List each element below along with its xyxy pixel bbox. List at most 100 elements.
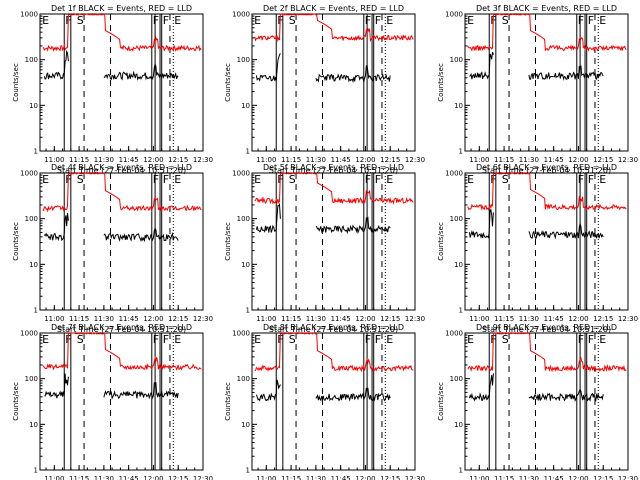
x-tick-label: 12:30 [405, 475, 425, 480]
x-tick-label: 12:15 [593, 315, 613, 323]
x-tick-label: 11:30 [306, 475, 326, 480]
x-tick-label: 11:15 [281, 156, 301, 164]
interval-marker: E [386, 173, 393, 186]
x-tick-label: 11:45 [331, 156, 351, 164]
y-axis-label: Counts/sec [224, 382, 232, 421]
interval-marker: F [365, 14, 371, 27]
series-lld-line [42, 332, 202, 371]
x-tick-label: 11:30 [94, 475, 114, 480]
interval-marker: E [42, 173, 49, 186]
x-tick-label: 11:45 [544, 475, 564, 480]
interval-marker: E [174, 14, 181, 27]
y-axis-label: Counts/sec [224, 63, 232, 102]
x-tick-label: 11:45 [119, 156, 139, 164]
interval-marker: E [42, 14, 49, 27]
panel-title: Det 4f BLACK = Events, RED = LLD [51, 163, 192, 172]
y-axis-label: Counts/sec [12, 63, 20, 102]
y-tick-label: 10 [241, 261, 250, 269]
y-tick-label: 100 [237, 375, 250, 383]
x-tick-label: 11:30 [306, 315, 326, 323]
interval-marker: F [375, 333, 381, 346]
y-tick-label: 10 [454, 261, 463, 269]
interval-marker: S [289, 333, 296, 346]
interval-marker: E [386, 14, 393, 27]
x-tick-label: 11:15 [494, 156, 514, 164]
y-tick-label: 1 [459, 307, 463, 315]
interval-marker: S [289, 173, 296, 186]
series-events-line [44, 373, 69, 399]
interval-marker: F [375, 14, 381, 27]
interval-marker: E [467, 173, 474, 186]
x-tick-label: 11:45 [119, 315, 139, 323]
series-events-line [528, 221, 604, 240]
y-tick-label: 1 [459, 148, 463, 156]
x-tick-label: 12:00 [143, 475, 163, 480]
x-axis-label: Start Time (27-Feb-04 10:51:20) [57, 325, 186, 334]
x-tick-label: 11:30 [519, 156, 539, 164]
x-tick-label: 12:30 [405, 156, 425, 164]
x-tick-label: 12:15 [593, 156, 613, 164]
x-tick-label: 11:15 [494, 475, 514, 480]
interval-marker: E [467, 14, 474, 27]
x-tick-label: 12:00 [355, 475, 375, 480]
series-events-line [315, 64, 391, 84]
series-events-line [255, 379, 281, 402]
panel-title: Det 9f BLACK = Events, RED = LLD [476, 323, 617, 332]
series-events-line [43, 212, 69, 242]
interval-marker: F [375, 173, 381, 186]
series-lld-line [467, 332, 627, 373]
interval-marker: E [599, 14, 606, 27]
y-tick-label: 1000 [232, 330, 250, 338]
x-tick-label: 12:15 [168, 156, 188, 164]
y-tick-label: 1 [34, 307, 38, 315]
series-events-line [255, 202, 281, 233]
interval-marker: S [77, 173, 84, 186]
interval-marker: F [365, 173, 371, 186]
x-tick-label: 11:45 [119, 475, 139, 480]
plot-frame [39, 172, 204, 311]
panel-title: Det 1f BLACK = Events, RED = LLD [51, 4, 192, 13]
interval-marker: F [163, 173, 169, 186]
panel-title: Det 5f BLACK = Events, RED = LLD [263, 163, 404, 172]
series-events-line [468, 373, 494, 402]
interval-marker: S [502, 173, 509, 186]
x-tick-label: 11:30 [306, 156, 326, 164]
plot-frame [251, 332, 416, 471]
series-events-line [255, 53, 281, 82]
interval-marker: E [174, 173, 181, 186]
interval-marker: F [365, 333, 371, 346]
x-tick-label: 11:00 [44, 156, 64, 164]
y-tick-label: 10 [454, 421, 463, 429]
interval-marker: F [163, 14, 169, 27]
y-tick-label: 100 [450, 56, 463, 64]
x-axis-label: Start Time (27-Feb-04 10:51:20) [482, 166, 611, 175]
interval-marker: F [153, 333, 159, 346]
x-tick-label: 12:15 [168, 315, 188, 323]
series-lld-line [467, 172, 627, 211]
y-tick-label: 1000 [445, 330, 463, 338]
interval-marker: F [163, 333, 169, 346]
y-tick-label: 10 [241, 102, 250, 110]
series-lld-line [467, 13, 627, 52]
panel-title: Det 8f BLACK = Events, RED = LLD [263, 323, 404, 332]
interval-marker: E [599, 173, 606, 186]
panel-title: Det 3f BLACK = Events, RED = LLD [476, 4, 617, 13]
panel-det-1: Det 1f BLACK = Events, RED = LLD 1 10 100 10… [12, 4, 213, 175]
series-events-line [528, 65, 604, 81]
x-tick-label: 11:15 [494, 315, 514, 323]
x-tick-label: 11:30 [94, 156, 114, 164]
x-tick-label: 12:00 [355, 156, 375, 164]
y-tick-label: 100 [237, 215, 250, 223]
x-tick-label: 12:15 [380, 315, 400, 323]
y-tick-label: 1000 [232, 170, 250, 178]
x-tick-label: 11:00 [44, 475, 64, 480]
y-tick-label: 10 [241, 421, 250, 429]
interval-marker: S [77, 14, 84, 27]
interval-marker: E [254, 173, 261, 186]
panel-det-5: Det 5f BLACK = Events, RED = LLD 1 10 100 10… [224, 163, 425, 334]
x-tick-label: 12:30 [193, 315, 213, 323]
interval-marker: E [174, 333, 181, 346]
y-tick-label: 100 [450, 375, 463, 383]
x-axis-label: Start Time (27-Feb-04 10:51:20) [482, 325, 611, 334]
